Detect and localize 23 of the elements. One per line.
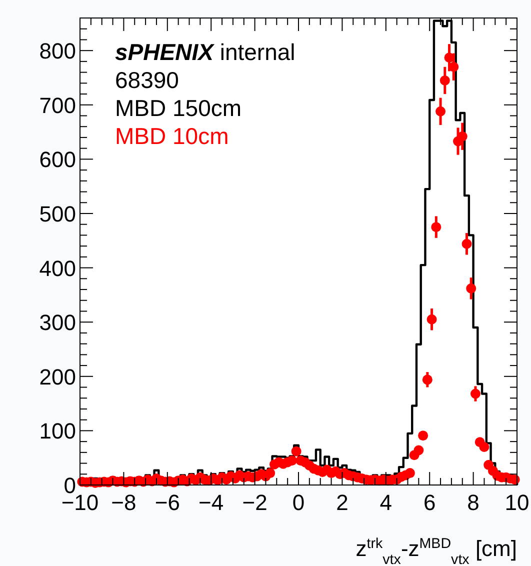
x-axis-title: z$^{trk}$$_{vtx}$-z$^{MBD}$$_{vtx}$ [cm] xyxy=(356,536,517,566)
x-tick-label: 2 xyxy=(336,490,348,515)
x-tick-label: 6 xyxy=(423,490,436,515)
x-tick-label: 4 xyxy=(380,490,392,515)
x-tick-label: 8 xyxy=(467,490,480,515)
text: MBD 150cm xyxy=(115,95,242,121)
annotation: sPHENIX internal xyxy=(115,39,296,65)
x-tick-label: 10 xyxy=(504,490,530,515)
x-tick-label: −8 xyxy=(111,490,136,515)
y-tick-label: 500 xyxy=(39,201,76,226)
x-tick-label: −6 xyxy=(154,490,180,515)
x-tick-label: −4 xyxy=(198,490,224,515)
x-tick-label: 0 xyxy=(292,490,305,515)
y-tick-label: 100 xyxy=(39,418,76,444)
y-tick-label: 400 xyxy=(39,256,76,281)
y-tick-label: 800 xyxy=(39,38,76,64)
text: MBD 10cm xyxy=(115,123,229,149)
y-tick-label: 700 xyxy=(39,92,76,118)
y-tick-label: 600 xyxy=(39,147,76,172)
y-tick-label: 300 xyxy=(39,310,76,336)
annotation: 68390 xyxy=(115,67,179,93)
x-tick-label: −2 xyxy=(242,490,268,515)
y-tick-label: 200 xyxy=(39,364,76,390)
